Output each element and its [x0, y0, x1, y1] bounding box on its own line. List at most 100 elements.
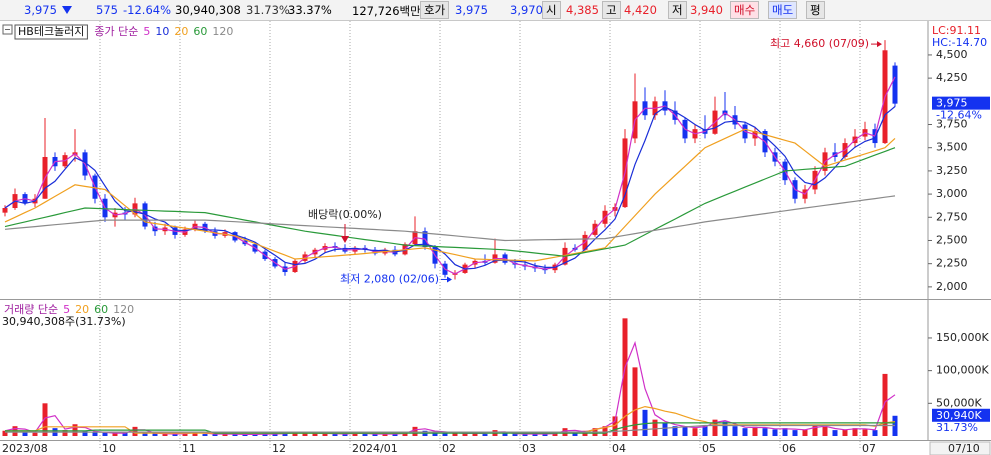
volume-bar: [742, 428, 748, 436]
price-tag-box: [932, 96, 990, 110]
volume-bar: [832, 430, 838, 436]
volume-bar: [552, 433, 558, 436]
avg-button[interactable]: 평: [806, 1, 825, 19]
volume-bar: [152, 433, 158, 436]
legend-entry: 60: [94, 303, 108, 316]
volume-tag-box: [932, 408, 990, 422]
volume-bar: [442, 432, 448, 436]
legend-entry: 20: [174, 25, 188, 38]
y-tick-label: 3,000: [936, 187, 968, 200]
bid: 3,970: [510, 3, 543, 17]
volume-bar: [132, 426, 138, 436]
volume-bar: [332, 434, 338, 436]
sell-button[interactable]: 매도: [768, 1, 798, 19]
last-date-box: [929, 441, 991, 455]
volume-bar: [452, 433, 458, 436]
volume-bar: [782, 428, 788, 436]
volume-bar: [342, 434, 348, 436]
volume-bar: [102, 432, 108, 436]
legend-entry: 5: [63, 303, 70, 316]
high-label: 고: [602, 1, 621, 19]
x-tick-label: 2024/01: [352, 442, 398, 455]
dividend-annotation: 배당락(0.00%): [308, 208, 382, 221]
open: 4,385: [566, 3, 599, 17]
volume-bar: [732, 426, 738, 436]
y-tick-label: 2,750: [936, 210, 968, 223]
x-tick-label: 11: [182, 442, 196, 455]
volume-bar: [32, 432, 38, 436]
open-label: 시: [542, 1, 561, 19]
volume-bar: [792, 430, 798, 436]
volume-bar: [812, 425, 818, 436]
volume-bar: [612, 416, 618, 436]
volume-bar: [432, 431, 438, 436]
volume-bar: [142, 432, 148, 436]
volume-bar: [472, 432, 478, 436]
y-tick-label: 3,750: [936, 118, 968, 131]
volume-bar: [692, 428, 698, 436]
volume-rate: 31.73%: [246, 3, 290, 17]
volume-bar: [122, 432, 128, 436]
volume-bar: [192, 432, 198, 436]
change: 575: [96, 3, 118, 17]
x-tick-label: 04: [612, 442, 626, 455]
y-tick-label: 2,250: [936, 257, 968, 270]
legend-entry: 5: [143, 25, 150, 38]
volume-bar: [42, 403, 48, 436]
panel-icon: [2, 24, 13, 35]
price-tag: 3,975: [936, 97, 968, 110]
volume-bar: [172, 434, 178, 436]
volume-bar: [762, 428, 768, 436]
volume-bar: [862, 429, 868, 436]
quote-bar: 3,975 575 -12.64% 30,940,308 31.73% 33.3…: [0, 0, 991, 21]
volume-bar: [352, 432, 358, 436]
volume-bar: [482, 434, 488, 436]
volume-bar: [842, 429, 848, 436]
moving-average-line: [4, 106, 896, 270]
volume-bar: [502, 433, 508, 436]
volume-bar: [632, 367, 638, 436]
hc-label: HC:-14.70: [932, 36, 987, 49]
legend-entry: 20: [75, 303, 89, 316]
volume-bar: [322, 433, 328, 436]
volume-bar: [872, 430, 878, 436]
volume-bar: [772, 429, 778, 436]
high: 4,420: [624, 3, 657, 17]
buy-button[interactable]: 매수: [730, 1, 760, 19]
y-tick-label: 150,000K: [936, 331, 989, 344]
volume-bar: [802, 429, 808, 436]
annotation-arrowhead: [447, 276, 452, 283]
y-tick-label: 2,000: [936, 280, 968, 293]
legend-entry: 60: [193, 25, 207, 38]
volume-bar: [532, 434, 538, 436]
chart-title: HB테크놀러지: [18, 25, 84, 38]
y-tick-label: 100,000K: [936, 364, 989, 377]
x-tick-label: 02: [442, 442, 456, 455]
moving-average-line: [4, 147, 896, 257]
y-tick-label: 3,500: [936, 141, 968, 154]
volume-bar: [642, 409, 648, 436]
chart-background: [0, 21, 991, 455]
volume-bar: [92, 432, 98, 436]
volume-bar: [22, 432, 28, 436]
volume-bar: [672, 426, 678, 436]
moving-average-line: [4, 76, 896, 275]
volume-bar: [202, 434, 208, 436]
y-tick-label: 50,000K: [936, 396, 982, 409]
x-tick-label: 2023/08: [2, 442, 48, 455]
volume-bar: [82, 430, 88, 436]
x-tick-label: 05: [702, 442, 716, 455]
candle-body: [2, 208, 8, 213]
volume-bar: [652, 419, 658, 436]
volume-bar: [112, 433, 118, 436]
annotation-arrowhead: [341, 236, 349, 243]
moving-average-line: [5, 424, 895, 433]
volume-bar: [262, 434, 268, 436]
low: 3,940: [690, 3, 723, 17]
legend-entry: 120: [113, 303, 134, 316]
volume-bar: [722, 421, 728, 436]
change-rate: -12.64%: [123, 3, 171, 17]
low-annotation: 최저 2,080 (02/06): [340, 272, 439, 285]
y-tick-label: 4,500: [936, 48, 968, 61]
